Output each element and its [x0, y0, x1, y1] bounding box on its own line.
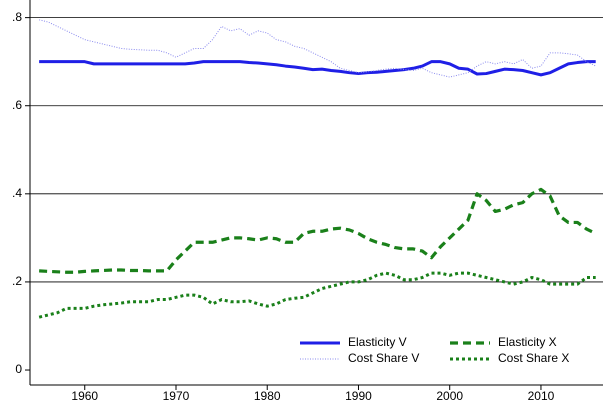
legend-label: Cost Share X [498, 351, 569, 365]
x-tick-label: 1990 [345, 389, 372, 402]
legend-label: Cost Share V [348, 351, 419, 365]
legend-label: Elasticity V [348, 335, 407, 349]
legend-label: Elasticity X [498, 335, 557, 349]
y-tick-label: .2 [12, 274, 22, 288]
y-tick-label: .8 [12, 10, 22, 24]
y-tick-label: .4 [12, 186, 22, 200]
x-tick-label: 1960 [71, 389, 98, 402]
x-tick-label: 2000 [436, 389, 463, 402]
series-line [38, 271, 596, 319]
series-line [39, 19, 596, 78]
series-line [39, 60, 596, 77]
x-tick-label: 1970 [163, 389, 190, 402]
series-line [39, 187, 597, 274]
x-tick-label: 1980 [254, 389, 281, 402]
y-tick-label: .6 [12, 98, 22, 112]
x-tick-label: 2010 [528, 389, 555, 402]
y-tick-label: 0 [15, 362, 22, 376]
